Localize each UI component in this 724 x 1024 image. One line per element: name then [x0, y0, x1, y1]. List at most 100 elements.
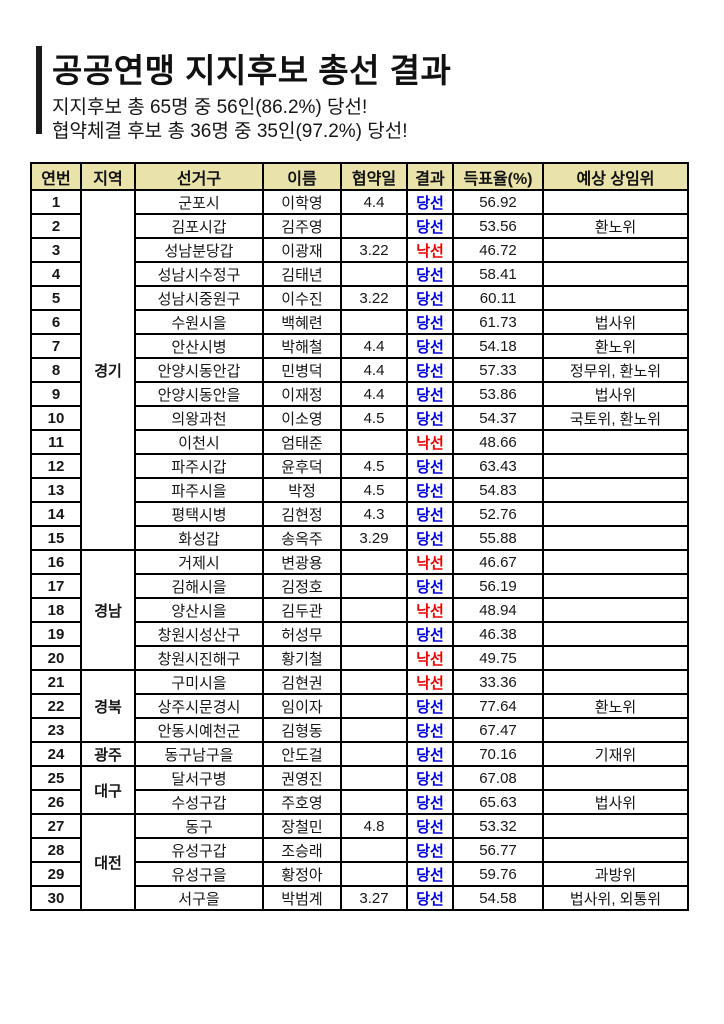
candidate-name-cell: 김주영: [262, 213, 342, 239]
committee-cell: 환노위: [542, 213, 689, 239]
result-cell: 당선: [406, 837, 454, 863]
vote-percentage-cell: 57.33: [452, 357, 544, 383]
committee-cell: 법사위: [542, 309, 689, 335]
row-number-cell: 16: [30, 549, 82, 575]
row-number-cell: 28: [30, 837, 82, 863]
district-cell: 김포시갑: [134, 213, 264, 239]
vote-percentage-cell: 54.37: [452, 405, 544, 431]
agreement-date-cell: [340, 621, 408, 647]
result-cell: 당선: [406, 189, 454, 215]
committee-cell: [542, 501, 689, 527]
agreement-date-cell: [340, 789, 408, 815]
vote-percentage-cell: 56.77: [452, 837, 544, 863]
agreement-date-cell: [340, 669, 408, 695]
agreement-date-cell: 3.22: [340, 237, 408, 263]
row-number-cell: 2: [30, 213, 82, 239]
result-cell: 당선: [406, 765, 454, 791]
row-number-cell: 10: [30, 405, 82, 431]
candidate-name-cell: 황정아: [262, 861, 342, 887]
row-number-cell: 6: [30, 309, 82, 335]
vote-percentage-cell: 53.32: [452, 813, 544, 839]
district-cell: 동구: [134, 813, 264, 839]
district-cell: 서구을: [134, 885, 264, 911]
table-row: 8 안양시동안갑 민병덕 4.4 당선 57.33 정무위, 환노위: [30, 357, 689, 383]
result-cell: 당선: [406, 717, 454, 743]
committee-cell: [542, 285, 689, 311]
agreement-date-cell: 4.4: [340, 189, 408, 215]
committee-cell: [542, 597, 689, 623]
table-row: 12 파주시갑 윤후덕 4.5 당선 63.43: [30, 453, 689, 479]
result-cell: 당선: [406, 501, 454, 527]
table-row: 16 경남 거제시 변광용 낙선 46.67: [30, 549, 689, 671]
district-cell: 구미시을: [134, 669, 264, 695]
vote-percentage-cell: 65.63: [452, 789, 544, 815]
row-number-cell: 11: [30, 429, 82, 455]
row-number-cell: 13: [30, 477, 82, 503]
vote-percentage-cell: 56.92: [452, 189, 544, 215]
committee-cell: [542, 765, 689, 791]
agreement-date-cell: 3.27: [340, 885, 408, 911]
page-title: 공공연맹 지지후보 총선 결과: [52, 52, 452, 89]
candidate-name-cell: 허성무: [262, 621, 342, 647]
column-header-region: 지역: [80, 162, 136, 191]
agreement-date-cell: [340, 429, 408, 455]
result-cell: 당선: [406, 453, 454, 479]
committee-cell: [542, 189, 689, 215]
table-row: 3 성남분당갑 이광재 3.22 낙선 46.72: [30, 237, 689, 263]
table-row: 7 안산시병 박해철 4.4 당선 54.18 환노위: [30, 333, 689, 359]
row-number-cell: 3: [30, 237, 82, 263]
row-number-cell: 30: [30, 885, 82, 911]
candidate-name-cell: 김태년: [262, 261, 342, 287]
candidate-name-cell: 안도걸: [262, 741, 342, 767]
result-cell: 낙선: [406, 669, 454, 695]
result-cell: 당선: [406, 477, 454, 503]
vote-percentage-cell: 54.58: [452, 885, 544, 911]
row-number-cell: 29: [30, 861, 82, 887]
candidate-name-cell: 이소영: [262, 405, 342, 431]
vote-percentage-cell: 48.66: [452, 429, 544, 455]
column-header-vote-pct: 득표율(%): [452, 162, 544, 191]
result-cell: 당선: [406, 381, 454, 407]
committee-cell: [542, 621, 689, 647]
candidate-name-cell: 장철민: [262, 813, 342, 839]
candidate-name-cell: 김형동: [262, 717, 342, 743]
column-header-agreement-date: 협약일: [340, 162, 408, 191]
committee-cell: 환노위: [542, 693, 689, 719]
candidate-name-cell: 박범계: [262, 885, 342, 911]
agreement-date-cell: 4.4: [340, 357, 408, 383]
table-row: 9 안양시동안을 이재정 4.4 당선 53.86 법사위: [30, 381, 689, 407]
row-number-cell: 8: [30, 357, 82, 383]
result-cell: 당선: [406, 861, 454, 887]
district-cell: 유성구을: [134, 861, 264, 887]
result-cell: 당선: [406, 405, 454, 431]
result-cell: 낙선: [406, 645, 454, 671]
committee-cell: 법사위: [542, 789, 689, 815]
candidate-name-cell: 권영진: [262, 765, 342, 791]
table-row: 6 수원시을 백혜련 당선 61.73 법사위: [30, 309, 689, 335]
result-cell: 당선: [406, 213, 454, 239]
result-cell: 당선: [406, 285, 454, 311]
candidate-name-cell: 이광재: [262, 237, 342, 263]
row-number-cell: 15: [30, 525, 82, 551]
agreement-date-cell: 4.8: [340, 813, 408, 839]
vote-percentage-cell: 54.18: [452, 333, 544, 359]
vote-percentage-cell: 46.67: [452, 549, 544, 575]
agreement-date-cell: [340, 717, 408, 743]
candidate-name-cell: 이학영: [262, 189, 342, 215]
agreement-date-cell: [340, 693, 408, 719]
district-cell: 군포시: [134, 189, 264, 215]
table-row: 17 김해시을 김정호 당선 56.19: [30, 573, 689, 599]
committee-cell: [542, 453, 689, 479]
row-number-cell: 14: [30, 501, 82, 527]
vote-percentage-cell: 33.36: [452, 669, 544, 695]
result-cell: 당선: [406, 357, 454, 383]
vote-percentage-cell: 52.76: [452, 501, 544, 527]
vote-percentage-cell: 48.94: [452, 597, 544, 623]
agreement-date-cell: [340, 549, 408, 575]
agreement-date-cell: [340, 213, 408, 239]
committee-cell: 국토위, 환노위: [542, 405, 689, 431]
vote-percentage-cell: 77.64: [452, 693, 544, 719]
agreement-date-cell: 4.4: [340, 333, 408, 359]
subtitle-agreement-candidates: 협약체결 후보 총 36명 중 35인(97.2%) 당선!: [52, 121, 408, 142]
vote-percentage-cell: 54.83: [452, 477, 544, 503]
